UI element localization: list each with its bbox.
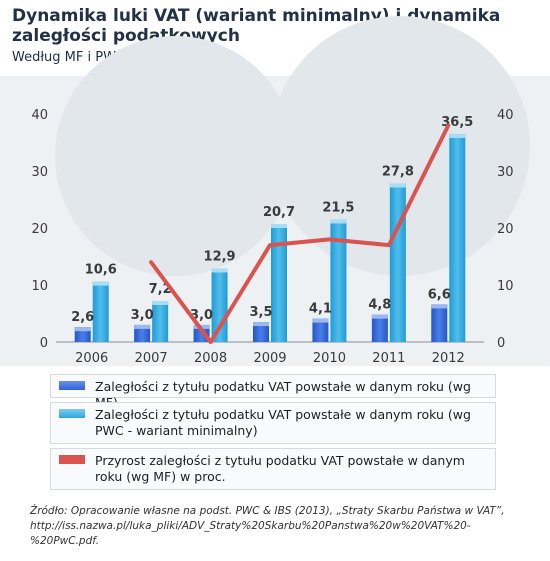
series-line-growth [149, 123, 451, 344]
data-label-pwc: 21,5 [322, 200, 354, 215]
bar-pwc [389, 183, 406, 342]
x-tick-label: 2010 [313, 351, 346, 366]
data-label-pwc: 12,9 [204, 249, 236, 264]
bar-pwc [92, 281, 109, 342]
y-tick-label: 40 [31, 108, 48, 123]
data-label-pwc: 27,8 [382, 165, 414, 180]
y2-tick-label: 10 [497, 279, 514, 294]
legend-swatch-mf [59, 381, 85, 390]
bar-pwc-cap [92, 281, 109, 286]
y2-tick-label: 20 [497, 222, 514, 237]
legend-item-mf: Zaległości z tytułu podatku VAT powstałe… [50, 374, 496, 410]
bar-pwc-cap [211, 268, 228, 273]
watermark-circle [55, 36, 295, 276]
data-label-mf: 3,5 [249, 305, 272, 320]
data-label-mf: 6,6 [428, 287, 451, 302]
data-label-mf: 4,8 [368, 298, 391, 313]
legend-swatch-line [59, 455, 85, 464]
bar-pwc-cap [389, 183, 406, 188]
y2-tick-label: 40 [497, 108, 514, 123]
bar-mf [134, 324, 151, 342]
bar-pwc [449, 133, 466, 342]
y-tick-label: 10 [31, 279, 48, 294]
legend-item-line: Przyrost zaległości z tytułu podatku VAT… [50, 448, 496, 490]
y-tick-label: 20 [31, 222, 48, 237]
bar-pwc [271, 224, 287, 342]
legend: Zaległości z tytułu podatku VAT powstałe… [0, 366, 550, 496]
x-tick-label: 2011 [372, 351, 405, 366]
x-tick-label: 2012 [432, 351, 465, 366]
data-label-mf: 2,6 [71, 310, 94, 325]
bar-pwc-cap [330, 219, 347, 224]
data-label-mf: 4,1 [309, 302, 332, 317]
bar-mf-cap [312, 318, 329, 323]
source-note: Źródło: Opracowanie własne na podst. PWC… [30, 505, 505, 547]
x-tick-label: 2008 [194, 351, 227, 366]
x-tick-label: 2009 [253, 351, 286, 366]
bar-pwc-cap [271, 224, 287, 229]
bar-mf [312, 318, 329, 342]
bar-pwc-cap [152, 300, 169, 305]
y2-tick-label: 0 [497, 336, 505, 351]
legend-label-line: Przyrost zaległości z tytułu podatku VAT… [95, 453, 465, 484]
data-label-pwc: 20,7 [263, 205, 295, 220]
y-tick-label: 0 [40, 336, 48, 351]
bar-mf [431, 304, 448, 342]
bar-mf-cap [253, 322, 269, 327]
data-label-mf: 3,0 [131, 308, 154, 323]
bar-mf-cap [134, 324, 151, 329]
data-label-pwc: 7,2 [149, 282, 172, 297]
bar-pwc [152, 300, 169, 342]
legend-swatch-pwc [59, 409, 85, 418]
bar-mf [371, 314, 388, 342]
bar-pwc [330, 219, 347, 342]
y2-tick-label: 30 [497, 165, 514, 180]
data-label-pwc: 10,6 [85, 263, 117, 278]
bar-mf-cap [371, 314, 388, 319]
bar-mf-cap [431, 304, 448, 309]
bar-pwc-cap [449, 133, 466, 138]
bar-mf [253, 322, 269, 342]
x-tick-label: 2007 [135, 351, 168, 366]
legend-label-pwc: Zaległości z tytułu podatku VAT powstałe… [95, 407, 471, 438]
legend-item-pwc: Zaległości z tytułu podatku VAT powstałe… [50, 402, 496, 444]
x-tick-label: 2006 [75, 351, 108, 366]
y-tick-label: 30 [31, 165, 48, 180]
bar-mf-cap [74, 327, 91, 332]
chart-area: 0 10 20 30 40 0 10 20 30 40 2,6 10,6 2006 3,0 7,2 2007 3… [31, 108, 514, 366]
